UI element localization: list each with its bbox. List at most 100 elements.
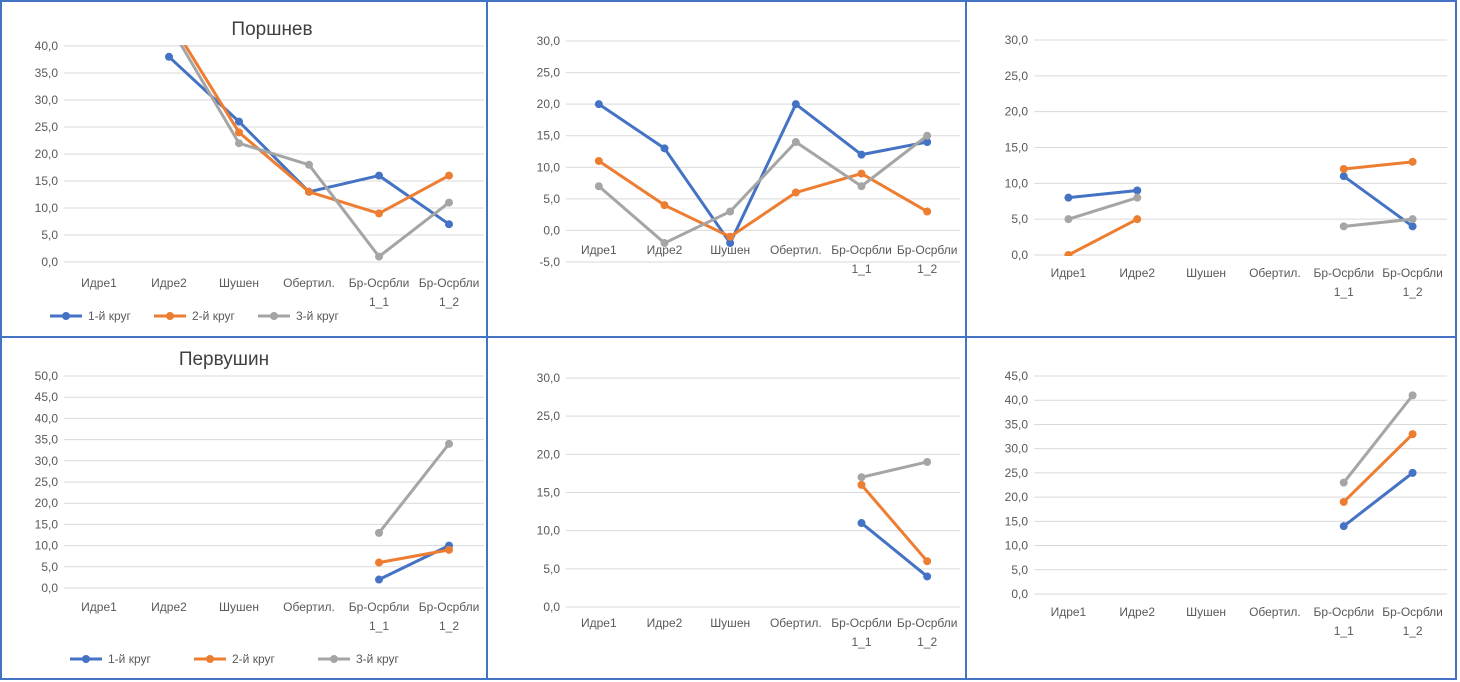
legend-marker — [62, 312, 70, 320]
y-tick-label: 0,0 — [1011, 248, 1028, 262]
x-tick-label: 1_1 — [851, 262, 871, 276]
data-point — [1408, 157, 1417, 166]
y-tick-label: 30,0 — [537, 371, 561, 385]
data-point — [923, 457, 932, 466]
y-tick-label: 20,0 — [1005, 105, 1029, 119]
data-point — [791, 138, 800, 147]
x-tick-label: Бр-Осрбли — [349, 600, 410, 614]
x-tick-label: 1_2 — [439, 295, 459, 309]
legend-label: 2-й круг — [192, 309, 235, 323]
chart-panel-tomshin: Томшин0,05,010,015,020,025,030,0Идре1Идр… — [965, 0, 1457, 338]
series-line — [860, 521, 929, 578]
data-point — [1064, 215, 1073, 224]
series-line — [179, 45, 451, 259]
series-line — [1342, 174, 1415, 228]
y-tick-label: 15,0 — [35, 517, 59, 531]
y-tick-label: 5,0 — [41, 560, 58, 574]
data-point — [923, 207, 932, 216]
x-tick-label: Бр-Осрбли — [419, 600, 480, 614]
x-tick-label: Шушен — [1186, 266, 1226, 280]
data-point — [375, 528, 383, 537]
y-tick-label: 20,0 — [1005, 490, 1029, 504]
y-tick-label: 45,0 — [35, 390, 59, 404]
x-tick-label: Идре2 — [151, 276, 187, 290]
legend-marker — [166, 312, 174, 320]
y-tick-label: 0,0 — [1011, 587, 1028, 601]
data-point — [375, 252, 383, 261]
data-point — [791, 100, 800, 109]
y-tick-label: 30,0 — [1005, 442, 1029, 456]
y-tick-label: 35,0 — [1005, 417, 1029, 431]
x-tick-label: Бр-Осрбли — [897, 243, 958, 257]
data-point — [375, 209, 383, 218]
data-point — [857, 150, 866, 159]
y-tick-label: 20,0 — [35, 496, 59, 510]
data-point — [594, 156, 603, 165]
data-point — [445, 545, 453, 554]
x-tick-label: Бр-Осрбли — [831, 616, 892, 630]
data-point — [726, 207, 735, 216]
x-tick-label: 1_2 — [917, 635, 937, 649]
chart-svg: Иванов0,05,010,015,020,025,030,035,040,0… — [1005, 369, 1447, 638]
data-point — [445, 198, 453, 207]
x-tick-label: Обертил. — [1249, 605, 1301, 619]
x-tick-label: 1_1 — [1334, 624, 1354, 638]
chart-svg: Томшин0,05,010,015,020,025,030,0Идре1Идр… — [1005, 33, 1447, 299]
x-tick-label: Идре1 — [81, 276, 117, 290]
data-point — [1339, 522, 1348, 531]
y-tick-label: 25,0 — [1005, 69, 1029, 83]
y-tick-label: 10,0 — [1005, 176, 1029, 190]
x-tick-label: Идре1 — [581, 243, 617, 257]
y-tick-label: 0,0 — [543, 600, 560, 614]
series-line — [597, 102, 929, 245]
y-tick-label: 30,0 — [537, 34, 561, 48]
data-point — [1339, 172, 1348, 181]
data-point — [660, 144, 669, 153]
series-group — [1339, 391, 1417, 531]
x-tick-label: Бр-Осрбли — [1313, 266, 1374, 280]
data-point — [445, 220, 453, 229]
series-line — [1066, 217, 1139, 256]
series-line — [1342, 217, 1415, 228]
y-tick-label: 30,0 — [35, 93, 59, 107]
data-point — [857, 182, 866, 191]
x-tick-label: Идре2 — [1119, 605, 1155, 619]
y-tick-label: 15,0 — [35, 174, 59, 188]
x-tick-label: Обертил. — [1249, 266, 1301, 280]
x-tick-label: Обертил. — [770, 616, 822, 630]
data-point — [660, 239, 669, 248]
data-point — [445, 439, 453, 448]
y-tick-label: 35,0 — [35, 433, 59, 447]
series-line — [597, 134, 929, 245]
y-tick-label: 0,0 — [41, 255, 58, 269]
data-point — [165, 20, 173, 28]
legend-marker — [82, 655, 90, 663]
data-point — [1408, 222, 1417, 231]
chart-svg: Пащенко0,05,010,015,020,025,030,0Идре1Ид… — [537, 371, 960, 649]
chart-panel-pashchenko: Пащенко0,05,010,015,020,025,030,0Идре1Ид… — [486, 336, 967, 680]
y-tick-label: 30,0 — [35, 454, 59, 468]
legend-marker — [270, 312, 278, 320]
series-line — [1342, 160, 1415, 171]
data-point — [165, 52, 173, 61]
x-tick-label: Шушен — [710, 243, 750, 257]
legend-label: 1-й круг — [108, 652, 151, 666]
series-line — [1066, 189, 1139, 200]
x-tick-label: Бр-Осрбли — [897, 616, 958, 630]
data-point — [923, 557, 932, 566]
series-line — [860, 460, 929, 479]
data-point — [791, 188, 800, 197]
chart-panel-pervushin: Первушин 0,0 5,0 10,0 15,0 20,0 25,0 30,0 35,0 40… — [0, 336, 488, 680]
chart-svg: Поршнев 0,0 5,0 10,0 15,0 20,0 25,0 30,0 35,0 40,… — [35, 19, 484, 323]
y-tick-label: 5,0 — [1011, 563, 1028, 577]
x-tick-label: Шушен — [219, 276, 259, 290]
x-tick-label: Бр-Осрбли — [419, 276, 480, 290]
y-tick-label: 5,0 — [1011, 212, 1028, 226]
data-point — [1064, 251, 1073, 256]
x-tick-label: 1_2 — [1403, 624, 1423, 638]
legend-label: 3-й круг — [356, 652, 399, 666]
series-line — [1342, 471, 1415, 528]
legend-marker — [330, 655, 338, 663]
data-point — [235, 128, 243, 137]
chart-svg: Первушин 0,0 5,0 10,0 15,0 20,0 25,0 30,0 35,0 40… — [35, 349, 484, 666]
